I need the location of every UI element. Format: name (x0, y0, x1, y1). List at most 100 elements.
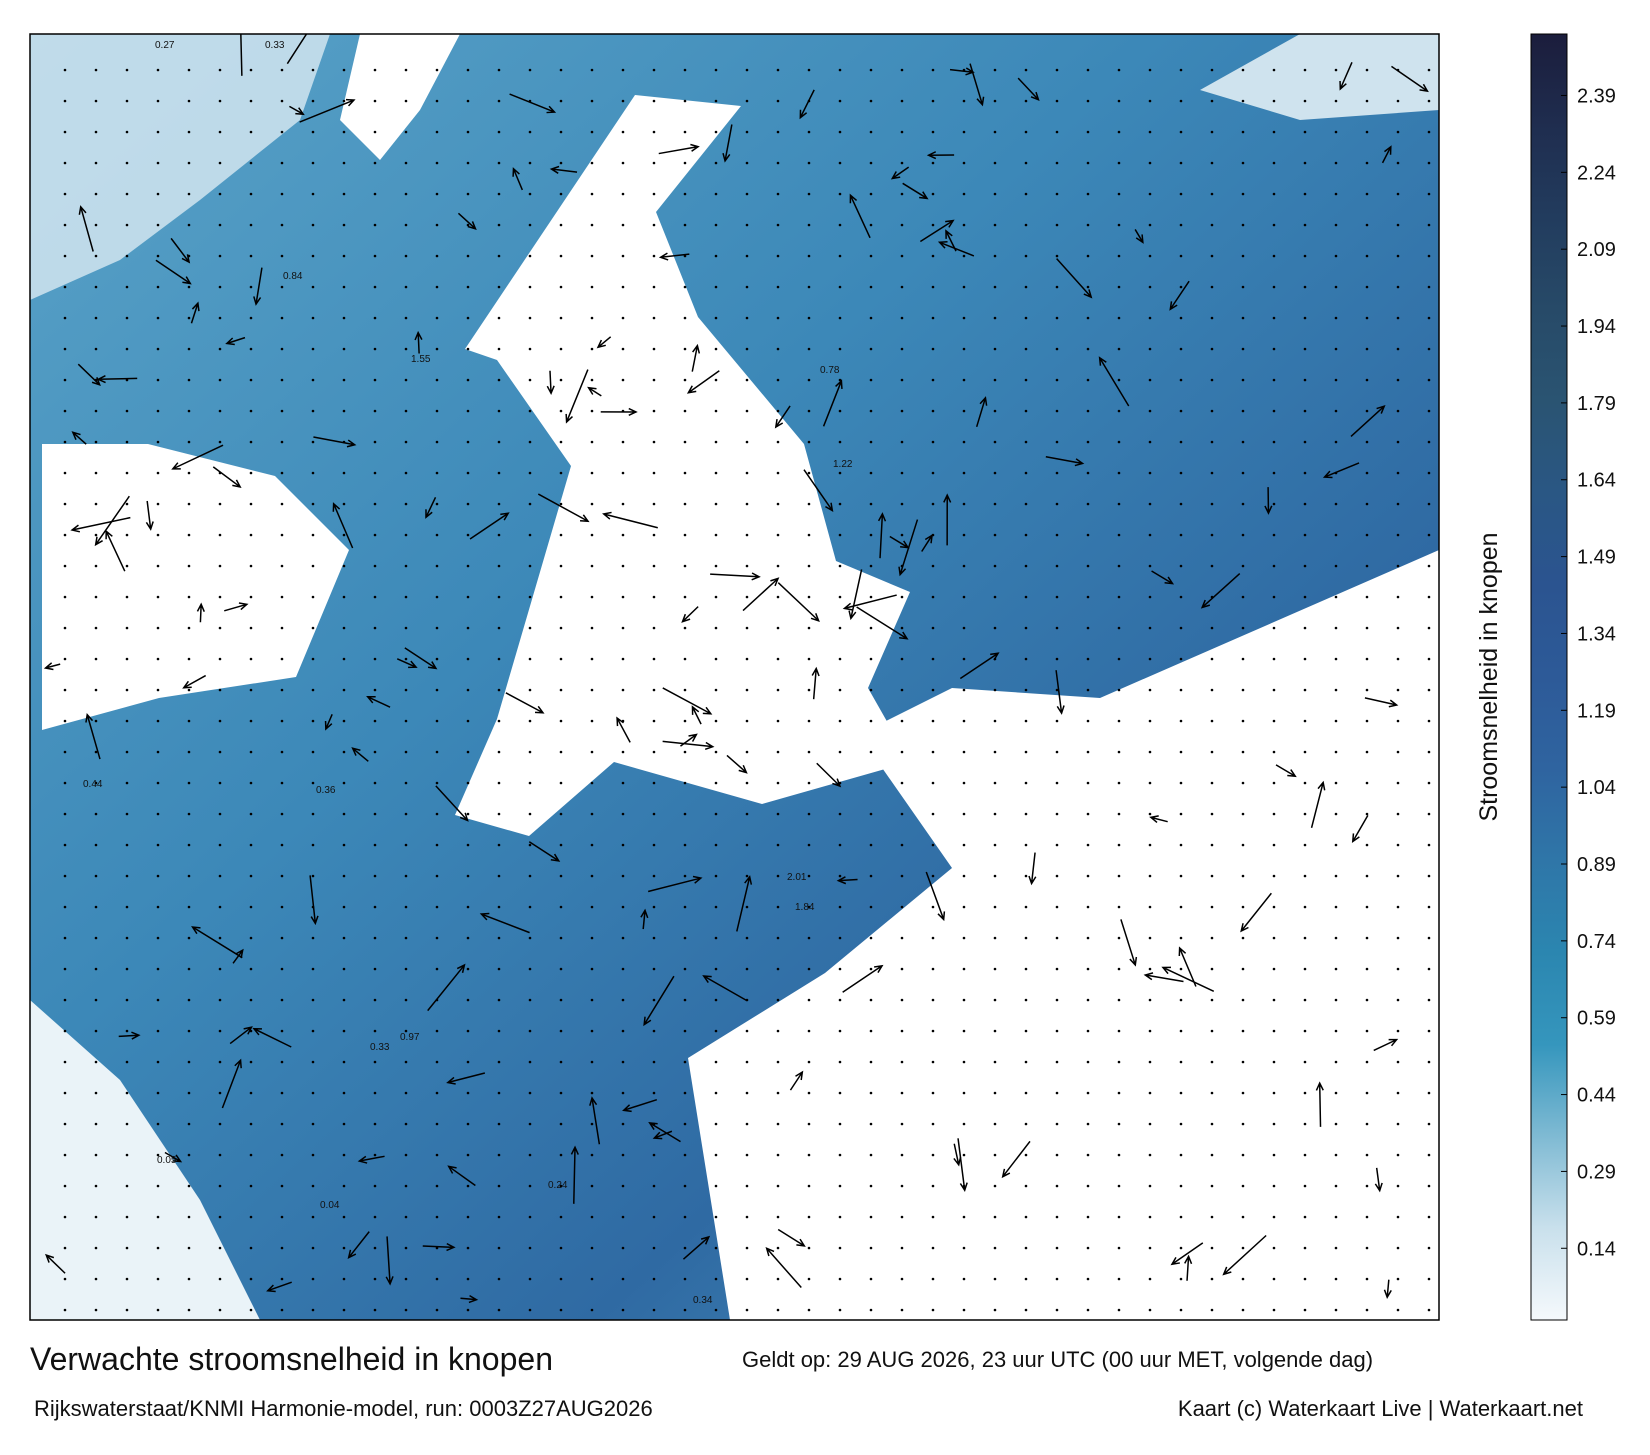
grid-dot (807, 130, 811, 134)
current-arrow (682, 1235, 711, 1260)
grid-dot (869, 409, 873, 413)
grid-dot (1148, 750, 1152, 754)
grid-dot (497, 781, 501, 785)
current-arrow (351, 747, 369, 762)
grid-dot (1241, 471, 1245, 475)
grid-dot (869, 1277, 873, 1281)
grid-dot (218, 657, 222, 661)
grid-dot (559, 471, 563, 475)
grid-dot (125, 657, 129, 661)
grid-dot (559, 1277, 563, 1281)
grid-dot (1055, 1277, 1059, 1281)
grid-dot (1179, 1215, 1183, 1219)
grid-dot (342, 843, 346, 847)
grid-dot (373, 1029, 377, 1033)
grid-dot (218, 285, 222, 289)
grid-dot (1303, 843, 1307, 847)
grid-dot (621, 874, 625, 878)
grid-dot (218, 874, 222, 878)
grid-dot (1427, 812, 1431, 816)
grid-dot (1148, 440, 1152, 444)
current-arrow (1028, 852, 1037, 886)
grid-dot (683, 688, 687, 692)
grid-dot (311, 471, 315, 475)
grid-dot (590, 99, 594, 103)
grid-dot (1241, 750, 1245, 754)
current-arrow (505, 692, 545, 714)
grid-dot (1179, 719, 1183, 723)
grid-dot (683, 192, 687, 196)
grid-dot (683, 1246, 687, 1250)
grid-dot (528, 1060, 532, 1064)
colorbar-tick-label: 1.19 (1577, 700, 1616, 722)
grid-dot (1303, 223, 1307, 227)
grid-dot (745, 1153, 749, 1157)
grid-dot (900, 192, 904, 196)
grid-dot (373, 657, 377, 661)
grid-dot (931, 874, 935, 878)
grid-dot (466, 316, 470, 320)
current-arrow (191, 926, 243, 959)
grid-dot (590, 285, 594, 289)
grid-dot (280, 1029, 284, 1033)
grid-dot (869, 1184, 873, 1188)
land (455, 95, 910, 836)
current-arrow (1055, 670, 1065, 715)
grid-dot (1365, 719, 1369, 723)
grid-dot (528, 936, 532, 940)
grid-dot (1024, 1091, 1028, 1095)
grid-dot (218, 533, 222, 537)
grid-dot (280, 99, 284, 103)
title: Verwachte stroomsnelheid in knopen (30, 1341, 553, 1377)
current-arrow (803, 469, 834, 513)
grid-dot (1179, 347, 1183, 351)
grid-dot (652, 905, 656, 909)
grid-dot (1241, 347, 1245, 351)
grid-dot (807, 1153, 811, 1157)
grid-dot (931, 316, 935, 320)
grid-dot (838, 1153, 842, 1157)
grid-dot (249, 502, 253, 506)
grid-dot (404, 564, 408, 568)
current-arrow (1045, 455, 1085, 467)
grid-dot (1210, 471, 1214, 475)
grid-dot (1334, 564, 1338, 568)
grid-dot (342, 1029, 346, 1033)
grid-dot (497, 223, 501, 227)
grid-dot (156, 688, 160, 692)
grid-dot (63, 161, 67, 165)
grid-dot (621, 688, 625, 692)
grid-dot (1241, 161, 1245, 165)
grid-dot (497, 1215, 501, 1219)
grid-dot (1241, 936, 1245, 940)
grid-dot (807, 409, 811, 413)
grid-dot (1179, 440, 1183, 444)
grid-dot (342, 564, 346, 568)
current-arrow (85, 712, 101, 760)
grid-dot (1179, 626, 1183, 630)
grid-dot (1365, 812, 1369, 816)
grid-dot (187, 688, 191, 692)
grid-dot (435, 68, 439, 72)
grid-dot (497, 192, 501, 196)
grid-dot (466, 99, 470, 103)
current-arrow (856, 606, 909, 640)
grid-dot (1365, 533, 1369, 537)
current-arrow (822, 379, 843, 427)
grid-dot (652, 285, 656, 289)
current-arrow (789, 1070, 804, 1091)
grid-dot (1148, 688, 1152, 692)
grid-dot (807, 533, 811, 537)
grid-dot (1086, 68, 1090, 72)
grid-dot (683, 812, 687, 816)
grid-dot (435, 316, 439, 320)
grid-dot (1148, 161, 1152, 165)
grid-dot (1210, 843, 1214, 847)
grid-dot (63, 347, 67, 351)
grid-dot (156, 1277, 160, 1281)
grid-dot (559, 409, 563, 413)
grid-dot (683, 378, 687, 382)
current-arrow (446, 1072, 486, 1085)
grid-dot (1086, 1091, 1090, 1095)
grid-dot (311, 130, 315, 134)
